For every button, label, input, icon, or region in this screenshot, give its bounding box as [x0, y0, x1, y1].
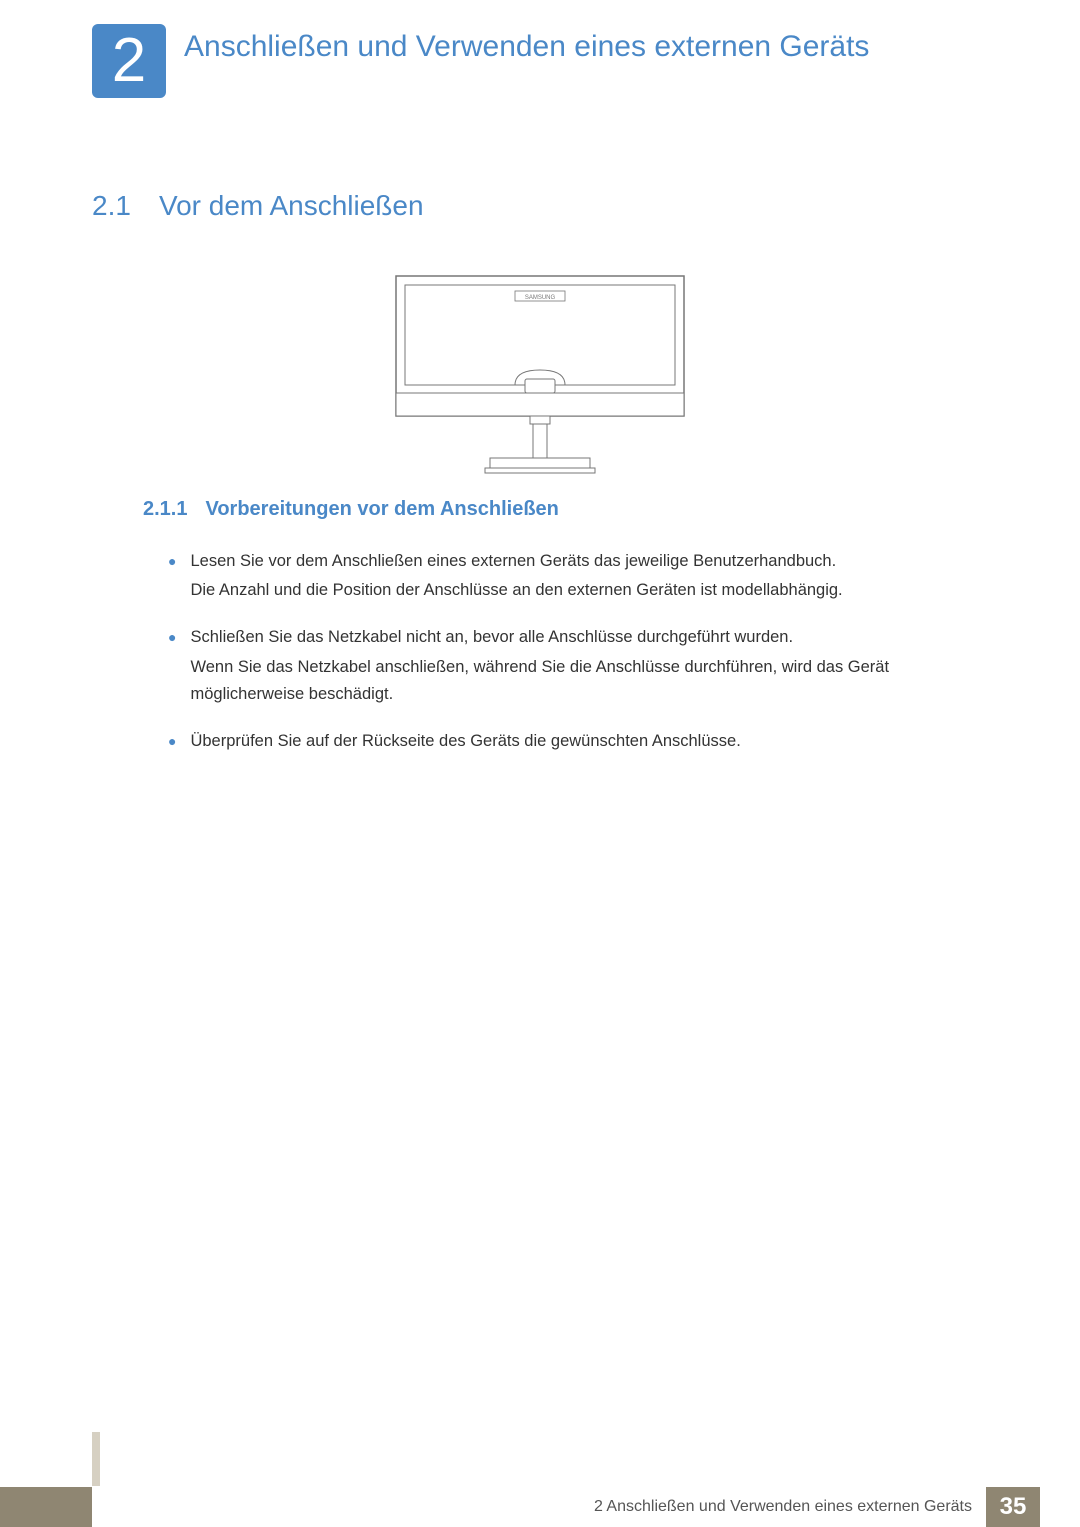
- section-number: 2.1: [92, 190, 131, 222]
- svg-text:SAMSUNG: SAMSUNG: [525, 295, 556, 301]
- chapter-header: 2 Anschließen und Verwenden eines extern…: [92, 24, 869, 98]
- chapter-number-badge: 2: [92, 24, 166, 98]
- document-page: 2 Anschließen und Verwenden eines extern…: [0, 0, 1080, 1527]
- monitor-illustration: SAMSUNG: [395, 275, 685, 480]
- bullet-text: Überprüfen Sie auf der Rückseite des Ger…: [190, 728, 740, 757]
- bullet-icon: ●: [168, 728, 176, 757]
- subsection-heading: 2.1.1 Vorbereitungen vor dem Anschließen: [143, 498, 559, 521]
- footer-accent-stripe: [92, 1432, 100, 1486]
- bullet-text: Schließen Sie das Netzkabel nicht an, be…: [190, 624, 988, 710]
- bullet-icon: ●: [168, 624, 176, 710]
- list-item: ● Schließen Sie das Netzkabel nicht an, …: [168, 624, 988, 710]
- monitor-svg: SAMSUNG: [395, 275, 685, 475]
- section-heading: 2.1 Vor dem Anschließen: [92, 190, 424, 222]
- chapter-number: 2: [112, 30, 146, 92]
- subsection-number: 2.1.1: [143, 498, 187, 521]
- page-footer: 2 Anschließen und Verwenden eines extern…: [0, 1487, 1080, 1527]
- footer-left-block: [0, 1487, 92, 1527]
- chapter-title: Anschließen und Verwenden eines externen…: [184, 24, 869, 66]
- bullet-icon: ●: [168, 548, 176, 606]
- footer-chapter-ref: 2 Anschließen und Verwenden eines extern…: [92, 1487, 986, 1527]
- section-title: Vor dem Anschließen: [159, 190, 424, 222]
- footer-page-number: 35: [986, 1487, 1040, 1527]
- bullet-list: ● Lesen Sie vor dem Anschließen eines ex…: [168, 548, 988, 775]
- bullet-text: Lesen Sie vor dem Anschließen eines exte…: [190, 548, 842, 606]
- list-item: ● Lesen Sie vor dem Anschließen eines ex…: [168, 548, 988, 606]
- list-item: ● Überprüfen Sie auf der Rückseite des G…: [168, 728, 988, 757]
- subsection-title: Vorbereitungen vor dem Anschließen: [205, 498, 558, 521]
- footer-right-spacer: [1040, 1487, 1080, 1527]
